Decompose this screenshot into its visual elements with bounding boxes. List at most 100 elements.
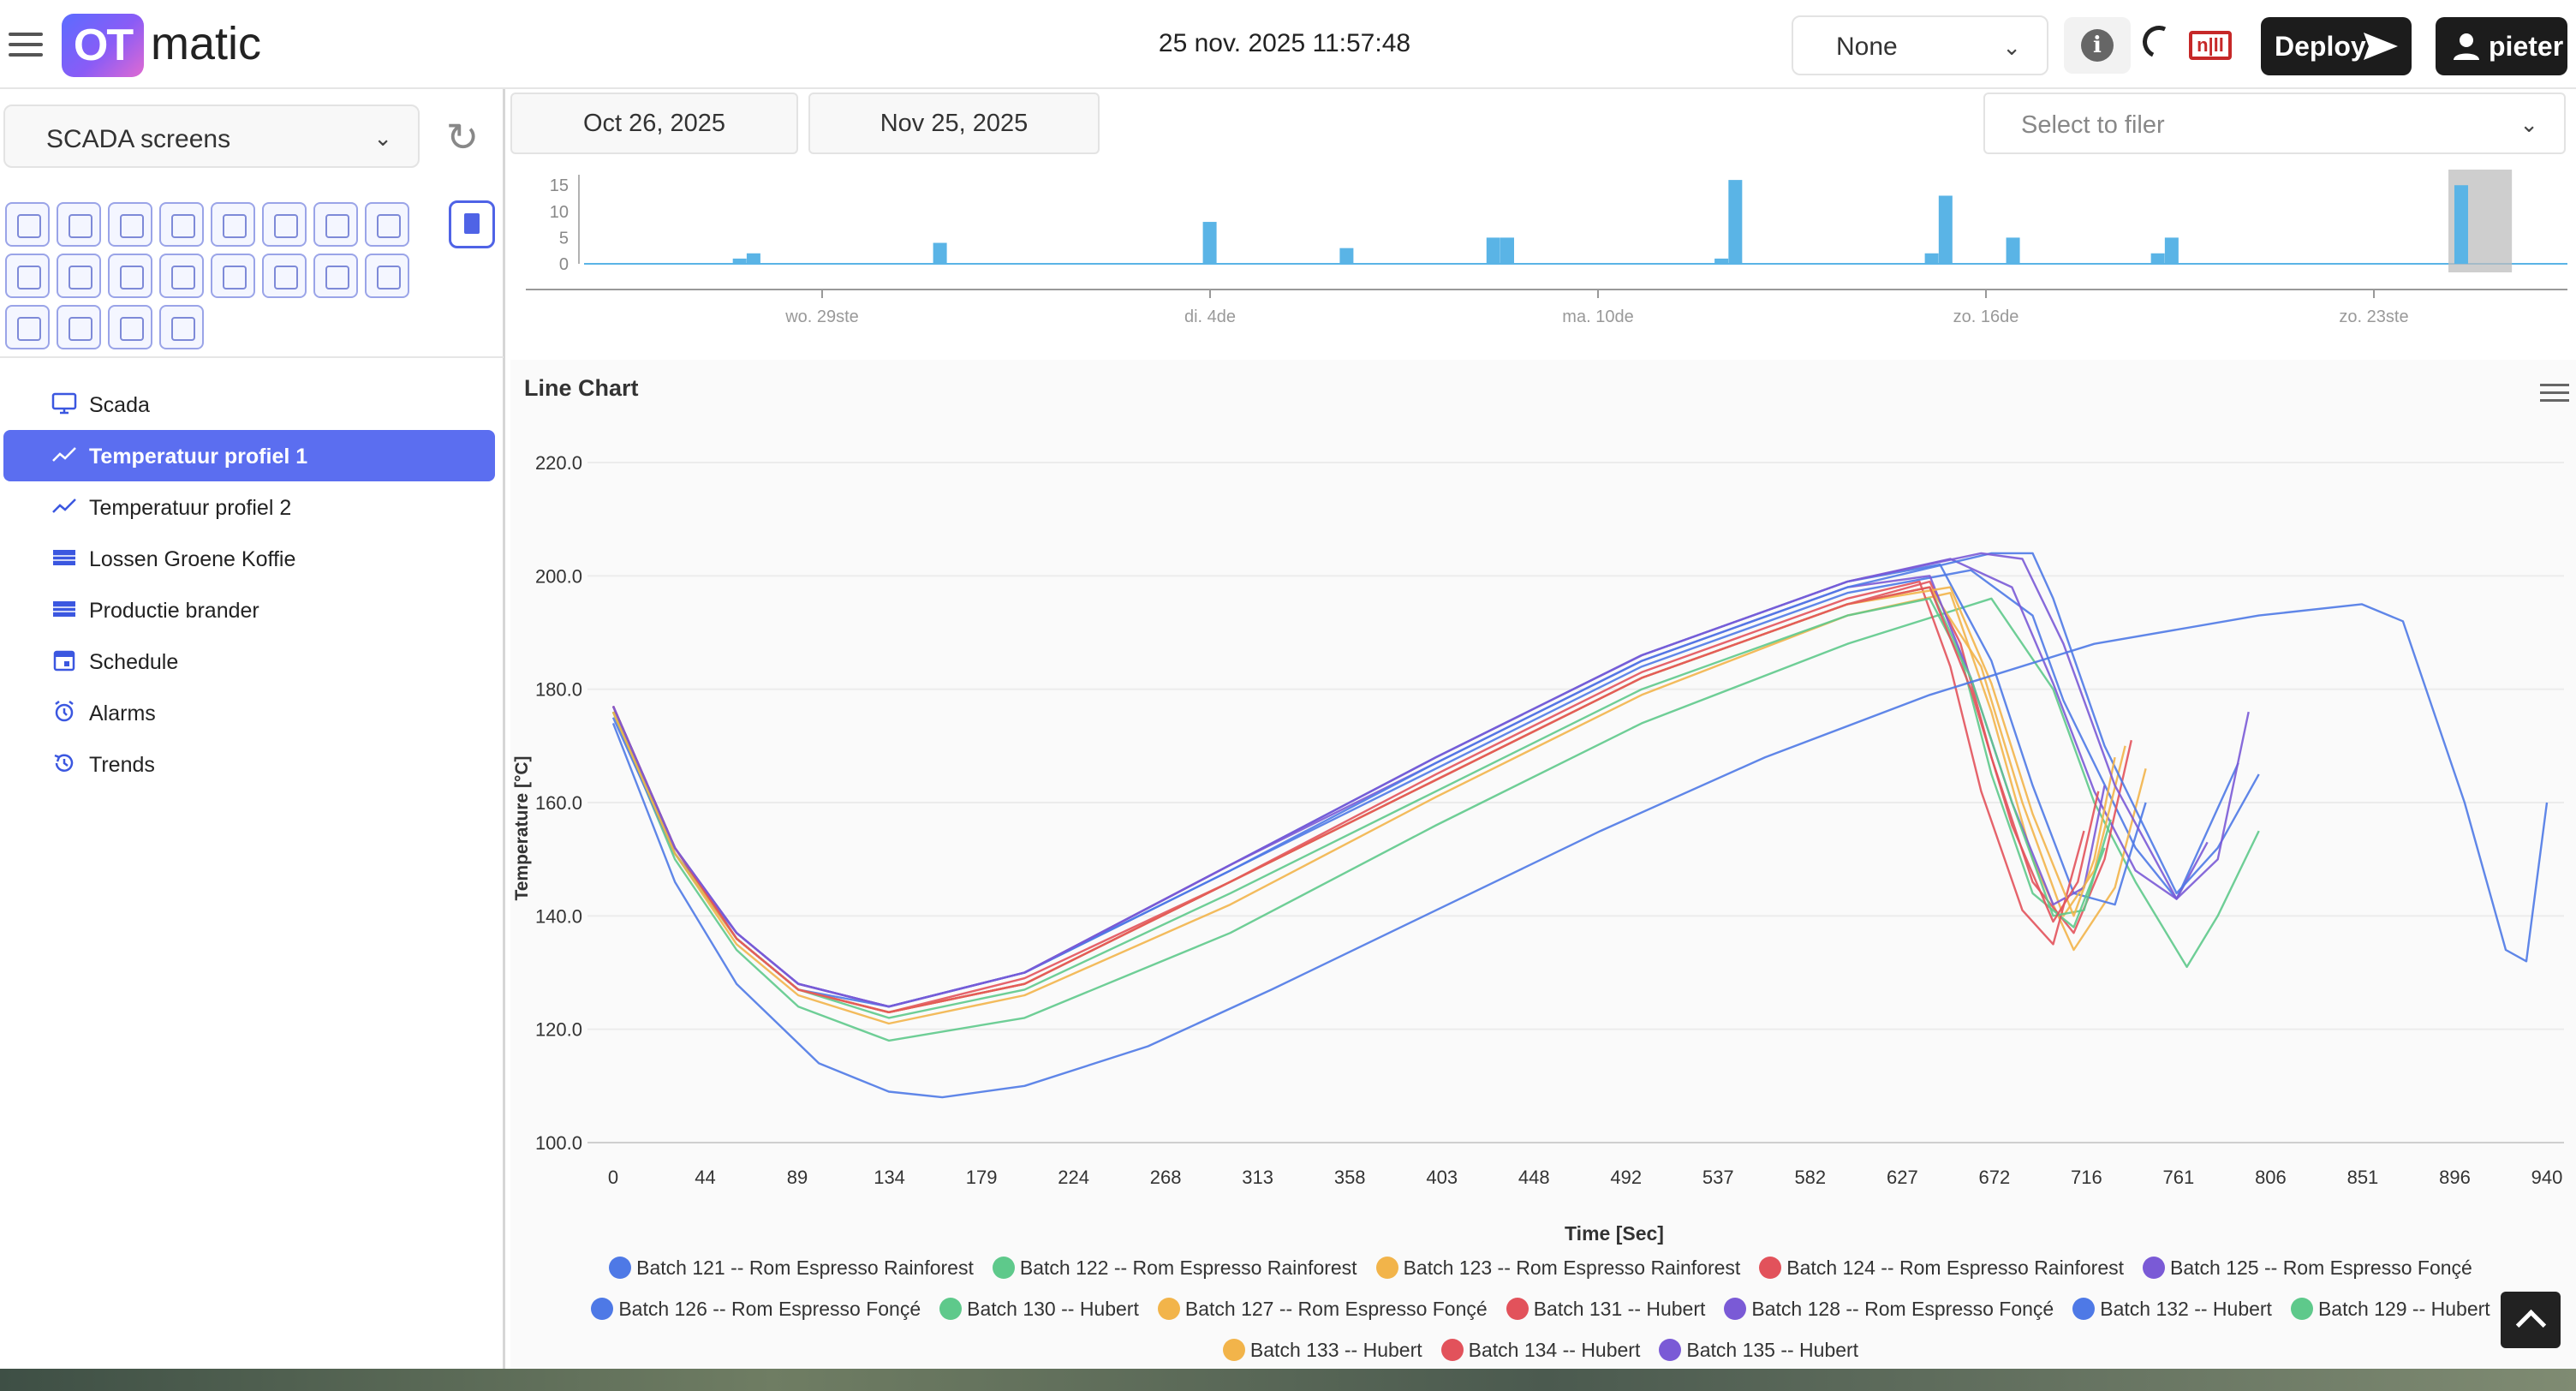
line-chart-widget-icon[interactable] [211,254,255,298]
app-header: OT matic 25 nov. 2025 11:57:48 None ⌄ i … [0,0,2576,89]
flow-select-dropdown[interactable]: None ⌄ [1792,15,2048,75]
counter-widget-icon[interactable] [313,254,358,298]
legend-item[interactable]: Batch 135 -- Hubert [1659,1339,1858,1362]
display-widget-icon[interactable] [262,254,307,298]
sidebar-item-label: Alarms [89,701,156,725]
formula-widget-icon[interactable] [365,254,409,298]
legend-label: Batch 130 -- Hubert [967,1297,1139,1320]
timeline-y-tick: 15 [550,176,569,195]
legend-item[interactable]: Batch 122 -- Rom Espresso Rainforest [992,1256,1357,1280]
info-button[interactable]: i [2064,17,2131,74]
tank-widget-icon[interactable] [108,254,152,298]
number-widget-icon[interactable] [159,254,204,298]
add-screen-widget-icon[interactable] [5,202,50,247]
batch-filter-select[interactable]: Select to filer ⌄ [1983,93,2566,154]
legend-item[interactable]: Batch 125 -- Rom Espresso Fonçé [2143,1257,2472,1280]
focus-widget-icon[interactable] [159,305,204,349]
sidebar-item-scada[interactable]: Scada [3,379,495,430]
chart-x-tick: 716 [2071,1167,2102,1188]
date-from-button[interactable]: Oct 26, 2025 [510,93,798,154]
legend-color-dot [1375,1257,1398,1279]
temperature-line-chart[interactable]: Line Chart 100.0 120.0 140.0 160.0 180.0 200.0… [510,360,2576,1374]
legend-item[interactable]: Batch 132 -- Hubert [2072,1298,2272,1321]
legend-color-dot [609,1257,632,1279]
chart-x-tick: 806 [2255,1167,2287,1188]
chart-y-tick: 200.0 [535,565,582,587]
legend-label: Batch 135 -- Hubert [1686,1338,1859,1361]
image-widget-icon[interactable] [57,305,101,349]
chart-menu-icon[interactable] [2540,384,2569,406]
legend-item[interactable]: Batch 128 -- Rom Espresso Fonçé [1724,1298,2054,1321]
timeline-x-tick: ma. 10de [1562,307,1633,326]
legend-item[interactable]: Batch 134 -- Hubert [1440,1338,1641,1362]
user-icon [2454,33,2479,60]
hamburger-menu-icon[interactable] [9,33,43,58]
sidebar-item-schedule[interactable]: Schedule [3,636,495,687]
timeline-x-tick: wo. 29ste [784,307,859,326]
legend-color-dot [1724,1298,1747,1320]
chart-x-tick: 627 [1887,1167,1918,1188]
legend-row: Batch 133 -- Hubert Batch 134 -- Hubert Ba… [510,1329,2571,1370]
scroll-to-top-button[interactable] [2501,1292,2561,1348]
timeline-x-tick: di. 4de [1184,307,1236,326]
toggle-widget-icon[interactable] [57,254,101,298]
valve-widget-icon[interactable] [365,202,409,247]
legend-label: Batch 123 -- Rom Espresso Rainforest [1403,1256,1741,1279]
legend-item[interactable]: Batch 121 -- Rom Espresso Rainforest [609,1257,974,1280]
legend-color-dot [1659,1339,1682,1361]
chart-y-axis-label: Temperature [°C] [512,755,532,900]
batch-timeline-chart[interactable]: 0 5 10 15 wo. 29ste di. 4de ma. 10de zo. 16de zo… [510,159,2576,339]
delete-icon[interactable] [449,200,495,248]
timeline-bar [1500,237,1514,264]
legend-item[interactable]: Batch 130 -- Hubert [939,1298,1139,1321]
legend-label: Batch 134 -- Hubert [1468,1338,1641,1361]
legend-label: Batch 132 -- Hubert [2100,1297,2272,1320]
legend-item[interactable]: Batch 126 -- Rom Espresso Fonçé [591,1298,921,1321]
chart-x-tick: 224 [1058,1167,1089,1188]
legend-item[interactable]: Batch 127 -- Rom Espresso Fonçé [1157,1298,1488,1321]
series-line-15 [611,552,2250,1008]
node-red-icon[interactable]: n|ll [2189,31,2232,60]
legend-item[interactable]: Batch 133 -- Hubert [1222,1339,1422,1362]
chevron-down-icon: ⌄ [373,125,392,151]
edit-widget-icon[interactable] [211,202,255,247]
legend-label: Batch 128 -- Rom Espresso Fonçé [1751,1297,2054,1320]
screen-widget-icon[interactable] [108,305,152,349]
date-to-button[interactable]: Nov 25, 2025 [808,93,1100,154]
list-widget-icon[interactable] [159,202,204,247]
refresh-icon[interactable]: ↻ [445,115,480,159]
legend-color-dot [1506,1298,1529,1320]
legend-label: Batch 126 -- Rom Espresso Fonçé [618,1297,921,1320]
sidebar-item-lossen-groene-koffie[interactable]: Lossen Groene Koffie [3,533,495,584]
dial-widget-icon[interactable] [108,202,152,247]
table-icon [53,550,75,565]
chart-x-tick: 134 [874,1167,905,1188]
legend-item[interactable]: Batch 131 -- Hubert [1506,1298,1705,1321]
layout-widget-icon[interactable] [5,254,50,298]
timeline-bar [1339,248,1354,264]
legend-item[interactable]: Batch 124 -- Rom Espresso Rainforest [1759,1257,2124,1280]
legend-row: Batch 121 -- Rom Espresso Rainforest Batc… [510,1247,2571,1288]
sidebar-item-productie-brander[interactable]: Productie brander [3,584,495,636]
user-button[interactable]: pieter [2436,17,2567,75]
chart-widget-icon[interactable] [262,202,307,247]
sidebar-item-temperatuur-profiel-1[interactable]: Temperatuur profiel 1 [3,430,495,481]
trend-line-icon [52,498,76,513]
legend-item[interactable]: Batch 129 -- Hubert [2290,1298,2490,1321]
screens-select-dropdown[interactable]: SCADA screens ⌄ [3,104,420,168]
sidebar-item-trends[interactable]: Trends [3,738,495,790]
function-widget-icon[interactable] [5,305,50,349]
legend-color-dot [591,1298,614,1320]
gauge-widget-icon[interactable] [57,202,101,247]
chart-x-tick: 179 [966,1167,998,1188]
timeline-bar [1924,253,1939,264]
timeline-bar [732,258,747,264]
sidebar-item-temperatuur-profiel-2[interactable]: Temperatuur profiel 2 [3,481,495,533]
sidebar-item-alarms[interactable]: Alarms [3,687,495,738]
legend-item[interactable]: Batch 123 -- Rom Espresso Rainforest [1375,1256,1741,1280]
sidebar: SCADA screens ⌄ ↻ Scada Temperatu [0,89,505,1374]
timeline-x-tick: zo. 16de [1953,307,2019,326]
network-widget-icon[interactable] [313,202,358,247]
legend-label: Batch 122 -- Rom Espresso Rainforest [1019,1256,1357,1279]
deploy-button[interactable]: Deploy [2261,17,2412,75]
